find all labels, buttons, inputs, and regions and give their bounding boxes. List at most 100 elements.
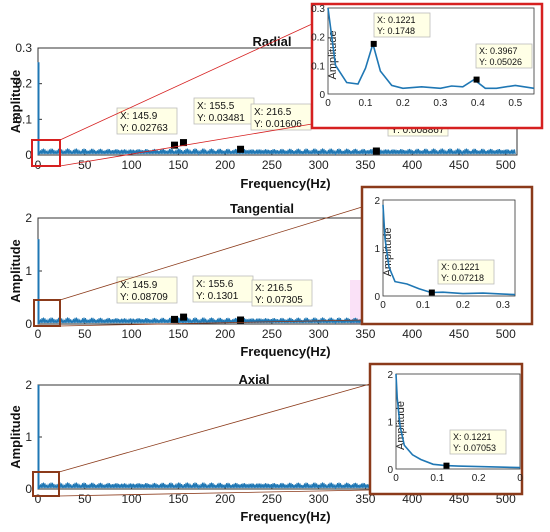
x-tick-label: 200 [215, 158, 235, 172]
datatip-x: X: 145.9 [120, 280, 158, 291]
inset-x-tick-label: 0.4 [471, 98, 485, 109]
x-tick-label: 50 [78, 158, 92, 172]
inset-y-axis-label: Amplitude [327, 31, 339, 80]
x-tick-label: 400 [402, 327, 422, 341]
inset-x-tick-label: 0.5 [508, 98, 522, 109]
inset-x-tick-label: 0.1 [430, 473, 444, 484]
x-tick-label: 500 [496, 492, 516, 506]
inset-y-tick-label: 0.3 [311, 4, 325, 15]
datatip-marker [170, 141, 178, 149]
x-tick-label: 500 [496, 158, 516, 172]
inset-x-tick-label: 0.2 [472, 473, 486, 484]
inset-y-axis-label: Amplitude [382, 228, 394, 277]
y-tick-label: 0.1 [15, 112, 32, 126]
x-tick-label: 150 [168, 492, 188, 506]
inset-x-tick-label: 0 [380, 300, 386, 311]
x-tick-label: 250 [262, 327, 282, 341]
datatip-y: Y: 0.07305 [255, 295, 303, 306]
zoom-region [32, 471, 60, 497]
inset-datatip-box [475, 43, 533, 69]
y-axis-label: Amplitude [8, 239, 23, 303]
zoom-connector [58, 489, 371, 497]
datatip-x: X: 216.5 [254, 107, 292, 118]
x-tick-label: 450 [449, 327, 469, 341]
x-tick-label: 400 [402, 492, 422, 506]
inset-y-tick-label: 2 [374, 196, 380, 207]
datatip-marker [237, 316, 245, 324]
y-tick-label: 0.3 [15, 41, 32, 55]
panel-radial: 0 50 100 150 200 250 300 350 400 450 500 0 0.1 0.2 0.3… [8, 2, 544, 191]
x-tick-label: 50 [78, 492, 92, 506]
datatip-y: Y: 0.01606 [254, 119, 302, 130]
y-axis-label: Amplitude [8, 70, 23, 134]
x-tick-label: 500 [496, 327, 516, 341]
x-axis-label: Frequency(Hz) [240, 509, 330, 524]
x-tick-label: 100 [122, 327, 142, 341]
inset-spectrum-line [382, 204, 516, 296]
datatip-marker [372, 147, 380, 155]
x-tick-label: 350 [355, 158, 375, 172]
y-tick-label: 0 [25, 482, 32, 496]
datatip-y: Y: 0.08709 [120, 292, 168, 303]
x-tick-label: 400 [402, 158, 422, 172]
inset-datatip-marker [443, 462, 450, 469]
spectrum-line [37, 62, 516, 156]
inset-x-tick-label: 0.1 [416, 300, 430, 311]
inset-y-tick-label: 1 [387, 418, 393, 429]
datatip-box [116, 276, 178, 304]
inset-y-tick-label: 0 [319, 90, 325, 101]
datatip-x: X: 145.9 [120, 111, 158, 122]
panel-tangential: 0 50 100 150 200 250 300 350 400 450 500012Tangent… [8, 185, 534, 359]
datatip-y: Y: 0.008867 [391, 125, 445, 136]
inset-datatip-x: X: 0.1221 [453, 432, 492, 442]
y-tick-label: 2 [25, 378, 32, 392]
inset-x-tick-label: 0.2 [396, 98, 410, 109]
zoom-connector [58, 383, 371, 473]
inset-x-tick-label: 0 [393, 473, 399, 484]
datatip-box [116, 107, 178, 135]
y-tick-label: 0.2 [15, 77, 32, 91]
inset-axes-box [382, 199, 516, 297]
zoom-connector [59, 123, 313, 167]
x-tick-label: 350 [355, 492, 375, 506]
inset-y-tick-label: 2 [387, 370, 393, 381]
inset-x-tick-label: 0 [325, 98, 331, 109]
datatip-x: X: 155.6 [196, 279, 234, 290]
x-tick-label: 0 [35, 327, 42, 341]
inset-datatip-marker [428, 289, 435, 296]
x-tick-label: 50 [78, 327, 92, 341]
datatip-marker [180, 313, 188, 321]
datatip-y: Y: 0.02763 [120, 123, 168, 134]
inset-datatip-x: X: 0.1221 [377, 15, 416, 25]
datatip-marker [170, 315, 178, 323]
inset-frame [360, 185, 534, 326]
x-tick-label: 350 [355, 327, 375, 341]
inset-datatip-y: Y: 0.1748 [377, 26, 415, 36]
inset-y-tick-label: 0 [374, 292, 380, 303]
inset-datatip-y: Y: 0.07053 [453, 443, 496, 453]
inset-datatip-marker [370, 40, 377, 47]
y-tick-label: 0 [25, 317, 32, 331]
inset-y-axis-label: Amplitude [395, 401, 407, 450]
x-tick-label: 200 [215, 492, 235, 506]
inset-frame [368, 362, 524, 496]
inset-x-tick-label: 0.1 [359, 98, 373, 109]
datatip-y: Y: 0.1301 [196, 291, 239, 302]
inset-y-tick-label: 0.1 [311, 61, 325, 72]
x-tick-label: 300 [309, 327, 329, 341]
x-tick-label: 450 [449, 158, 469, 172]
y-tick-label: 1 [25, 430, 32, 444]
x-tick-label: 200 [215, 327, 235, 341]
x-tick-label: 300 [309, 158, 329, 172]
y-tick-label: 1 [25, 264, 32, 278]
inset-x-tick-label: 0.3 [433, 98, 447, 109]
inset-axes-box [395, 373, 521, 470]
panel-title: Axial [238, 372, 269, 387]
datatip-box [192, 275, 254, 303]
datatip-box [251, 279, 313, 307]
inset-datatip-y: Y: 0.05026 [479, 57, 522, 67]
x-tick-label: 250 [262, 492, 282, 506]
inset-axes-box [327, 7, 535, 95]
zoom-connector [59, 206, 363, 301]
